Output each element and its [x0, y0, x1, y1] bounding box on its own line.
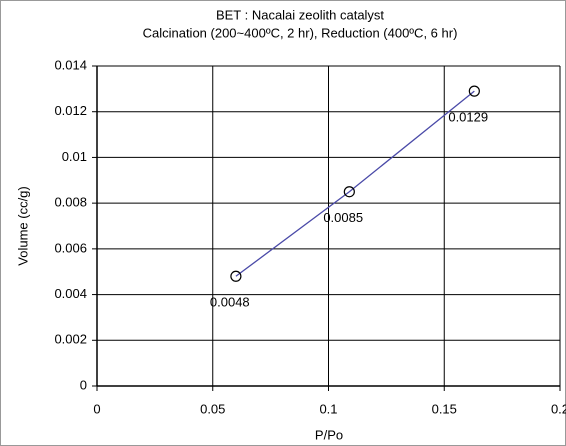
- x-tick-label: 0.2: [551, 401, 566, 416]
- y-tick-label: 0.008: [54, 195, 87, 210]
- x-tick-label: 0.1: [319, 401, 337, 416]
- chart-title: BET : Nacalai zeolith catalyst: [216, 7, 384, 22]
- x-tick-label: 0.15: [432, 401, 457, 416]
- point: [468, 85, 480, 97]
- y-axis-label: Volume (cc/g): [15, 186, 30, 265]
- x-axis-label: P/Po: [315, 427, 343, 442]
- chart-subtitle: Calcination (200~400ºC, 2 hr), Reduction…: [143, 25, 458, 40]
- point: [230, 270, 242, 282]
- y-tick-label: 0.01: [62, 149, 87, 164]
- data-label: 0.0085: [323, 210, 363, 225]
- y-tick-label: 0.004: [54, 286, 87, 301]
- point: [343, 186, 355, 198]
- data-label: 0.0129: [448, 110, 488, 125]
- data-label: 0.0048: [210, 295, 250, 310]
- y-tick-label: 0.002: [54, 332, 87, 347]
- y-tick-label: 0.006: [54, 240, 87, 255]
- series-line: [235, 90, 475, 277]
- y-tick-label: 0: [80, 377, 87, 392]
- x-tick-label: 0.05: [200, 401, 225, 416]
- y-tick-label: 0.012: [54, 103, 87, 118]
- x-tick-label: 0: [93, 401, 100, 416]
- y-tick-label: 0.014: [54, 57, 87, 72]
